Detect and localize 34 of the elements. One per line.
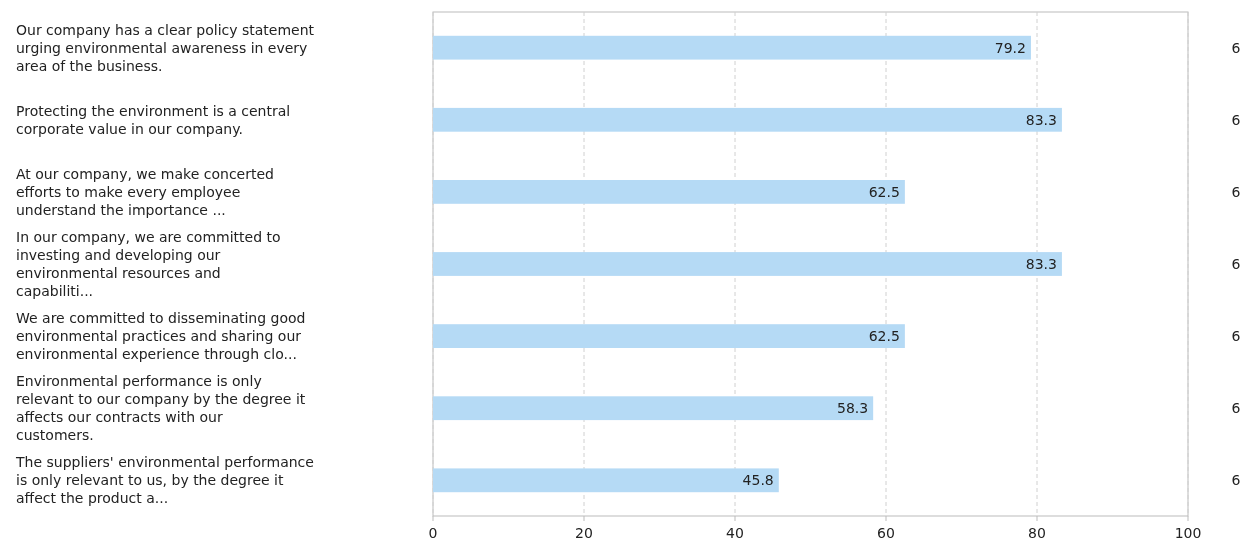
text: 6 bbox=[1231, 472, 1241, 489]
x-tick-label: 100 bbox=[1174, 525, 1202, 541]
text: 6 bbox=[1231, 111, 1241, 128]
data-label: 45.8 bbox=[742, 472, 774, 489]
bar bbox=[433, 396, 874, 421]
x-tick-label: 80 bbox=[1028, 525, 1046, 541]
text: 6 bbox=[1231, 256, 1241, 272]
bar bbox=[433, 107, 1062, 132]
text: 6 bbox=[1231, 400, 1241, 417]
y-tick-label: In our company, we are committed to investing and developing our environmental resources and capabiliti... bbox=[16, 229, 281, 299]
bar bbox=[433, 180, 905, 204]
data-label: 79.2 bbox=[994, 39, 1026, 56]
data-label: 83.3 bbox=[1025, 111, 1057, 128]
data-label: 58.3 bbox=[836, 400, 869, 417]
bar bbox=[433, 252, 1062, 276]
y-tick-label: Environmental performance is only relevant to our company by the degree it affects our contracts with our customers. bbox=[16, 373, 306, 444]
y-tick-label: The suppliers' environmental performance is only relevant to us, by the degree it affect the product a... bbox=[15, 454, 314, 507]
x-tick-label: 40 bbox=[726, 525, 744, 541]
bar bbox=[433, 324, 905, 348]
text: 6 bbox=[1231, 183, 1241, 200]
y-tick-label: Protecting the environment is a central corporate value in our company. bbox=[16, 102, 291, 137]
data-label: 62.5 bbox=[868, 328, 900, 345]
text: 6 bbox=[1231, 328, 1241, 345]
x-tick-label: 0 bbox=[428, 525, 438, 541]
text: 6 bbox=[1231, 39, 1241, 56]
bar bbox=[433, 468, 779, 493]
y-tick-label: At our company, we make concerted efforts to make every employee understand the importance ... bbox=[16, 165, 274, 218]
x-tick-label: 20 bbox=[575, 525, 593, 541]
y-tick-label: Our company has a clear policy statement urging environmental awareness in every area of the business. bbox=[16, 21, 315, 74]
x-tick-label: 60 bbox=[877, 525, 895, 541]
data-label: 62.5 bbox=[868, 183, 900, 200]
data-label: 83.3 bbox=[1025, 256, 1057, 272]
bar bbox=[433, 35, 1031, 60]
y-tick-label: We are committed to disseminating good environmental practices and sharing our environmental experience through clo... bbox=[16, 310, 306, 363]
